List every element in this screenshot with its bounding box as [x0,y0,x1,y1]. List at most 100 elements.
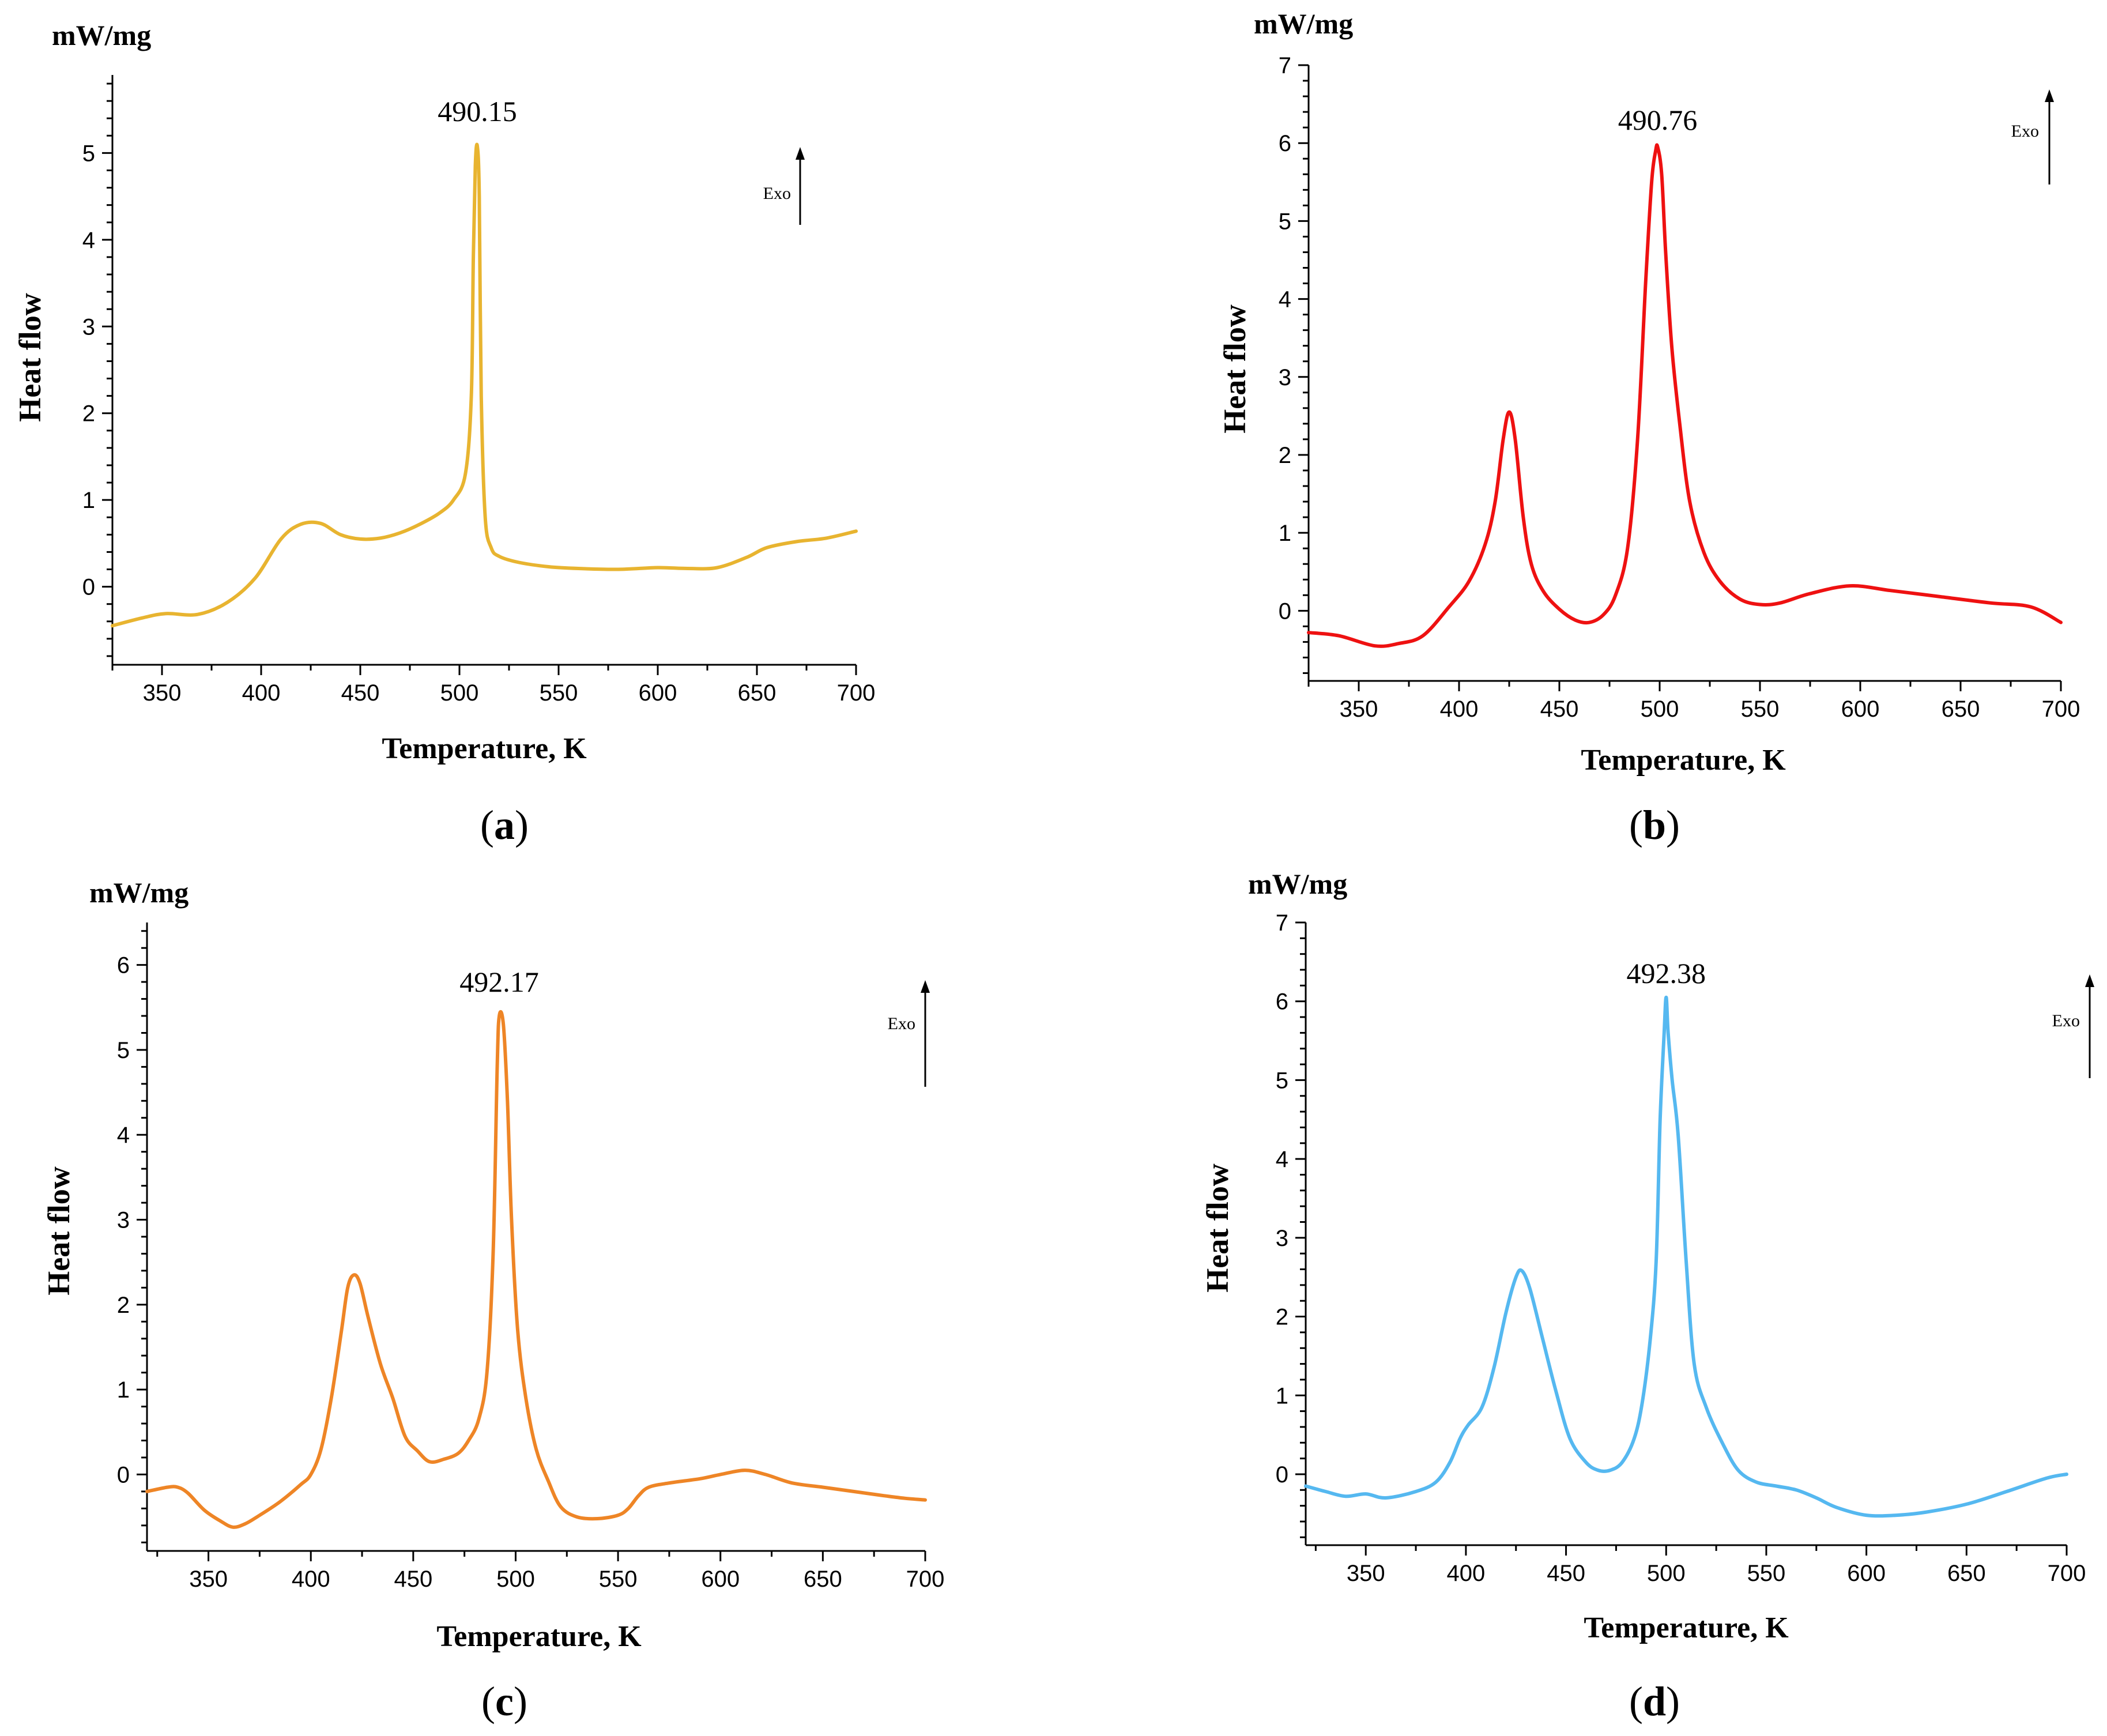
exo-label: Exo [888,1014,915,1033]
y-tick-label: 1 [1276,1383,1288,1409]
x-tick-label: 400 [1440,696,1479,722]
x-tick-label: 500 [440,680,479,706]
caption-open-paren: ( [481,1678,495,1724]
x-tick-label: 700 [837,680,876,706]
x-tick-label: 650 [738,680,777,706]
caption-letter: c [495,1678,514,1724]
exo-arrow-icon [2085,974,2094,987]
y-tick-label: 4 [82,228,95,253]
exo-arrow-icon [921,980,930,993]
y-tick-label: 4 [1279,287,1291,312]
y-tick-label: 5 [1276,1068,1288,1093]
x-axis-title: Temperature, K [382,732,587,765]
y-tick-label: 7 [1279,53,1291,78]
x-tick-label: 350 [143,680,182,706]
x-tick-label: 400 [242,680,281,706]
x-tick-label: 350 [1340,696,1378,722]
caption-letter: a [494,802,515,848]
peak-label: 492.17 [459,966,539,998]
y-tick-label: 3 [82,314,95,340]
x-tick-label: 550 [540,680,578,706]
heat-flow-curve [1307,143,2063,648]
x-tick-label: 600 [1841,696,1880,722]
x-tick-label: 450 [1547,1561,1585,1586]
chart-panel-b: mW/mg Heat flow Temperature, K 350 400 450… [1218,7,2080,848]
x-tick-label: 650 [804,1566,842,1592]
unit-label: mW/mg [52,19,151,51]
unit-label: mW/mg [89,876,189,909]
y-tick-label: 5 [82,141,95,166]
x-axis-title: Temperature, K [1584,1611,1789,1644]
y-tick-label: 6 [1279,131,1291,156]
panel-caption: (a) [480,802,529,848]
y-tick-label: 5 [117,1038,130,1063]
x-tick-label: 600 [1847,1561,1886,1586]
y-axis-title: Heat flow [1218,304,1252,433]
x-axis-title: Temperature, K [1581,744,1786,777]
x-tick-label: 600 [701,1566,740,1592]
unit-label: mW/mg [1248,868,1347,900]
caption-open-paren: ( [1629,802,1643,848]
y-tick-label: 2 [1276,1305,1288,1330]
caption-open-paren: ( [480,802,494,848]
peak-label: 490.76 [1618,104,1698,136]
x-tick-label: 550 [1747,1561,1786,1586]
panel-caption: (b) [1629,802,1680,848]
heat-flow-curve [1304,995,2068,1518]
x-axis-title: Temperature, K [436,1620,642,1653]
chart-panel-d: mW/mg Heat flow Temperature, K 350 400 450… [1200,868,2094,1724]
x-tick-label: 700 [2042,696,2080,722]
caption-close-paren: ) [514,1678,527,1724]
caption-letter: d [1643,1678,1666,1724]
y-axis-title: Heat flow [13,293,47,421]
y-tick-label: 0 [1276,1462,1288,1488]
y-tick-label: 2 [117,1293,130,1318]
plot-area: 350 400 450 500 550 600 650 700 0 1 2 3 4 5 6 7 492.38 Ex… [1276,910,2094,1586]
x-tick-label: 650 [1947,1561,1986,1586]
y-tick-label: 3 [1276,1226,1288,1251]
y-tick-label: 1 [117,1377,130,1403]
exo-arrow-icon [2045,89,2054,102]
caption-letter: b [1643,802,1666,848]
exo-arrow-icon [796,147,805,160]
chart-panel-a: mW/mg Heat flow Temperature, K 350 400 450… [13,19,875,848]
caption-close-paren: ) [1666,1678,1680,1724]
y-tick-label: 5 [1279,209,1291,234]
y-tick-label: 4 [1276,1147,1288,1172]
x-tick-label: 500 [496,1566,535,1592]
plot-area: 350 400 450 500 550 600 650 700 0 1 2 3 4 5 6 7 490.76 Ex… [1279,53,2080,722]
y-axis-title: Heat flow [1200,1163,1235,1292]
x-tick-label: 550 [599,1566,638,1592]
x-tick-label: 550 [1741,696,1780,722]
exo-label: Exo [2052,1011,2080,1030]
heat-flow-curve [145,1010,927,1529]
x-tick-label: 350 [189,1566,228,1592]
x-tick-label: 500 [1641,696,1679,722]
caption-close-paren: ) [515,802,529,848]
x-tick-label: 350 [1347,1561,1385,1586]
caption-open-paren: ( [1629,1678,1643,1724]
x-tick-label: 450 [341,680,380,706]
y-tick-label: 2 [1279,443,1291,468]
chart-panel-c: mW/mg Heat flow Temperature, K 350 400 450… [42,876,944,1724]
x-tick-label: 400 [1447,1561,1486,1586]
x-tick-label: 500 [1647,1561,1686,1586]
plot-area: 350 400 450 500 550 600 650 700 0 1 2 3 4 5 6 492.17 Exo [117,922,945,1592]
x-tick-label: 700 [2048,1561,2086,1586]
y-tick-label: 2 [82,401,95,427]
y-tick-label: 7 [1276,910,1288,936]
exo-label: Exo [2011,122,2039,141]
y-tick-label: 1 [1279,521,1291,546]
unit-label: mW/mg [1254,7,1353,40]
y-tick-label: 0 [82,575,95,600]
y-tick-label: 0 [117,1462,130,1488]
x-tick-label: 450 [394,1566,432,1592]
x-tick-label: 700 [906,1566,945,1592]
y-tick-label: 3 [117,1208,130,1233]
heat-flow-curve [111,142,858,628]
exo-label: Exo [763,184,791,203]
peak-label: 490.15 [438,95,517,127]
panel-caption: (c) [481,1678,527,1724]
y-tick-label: 1 [82,488,95,513]
